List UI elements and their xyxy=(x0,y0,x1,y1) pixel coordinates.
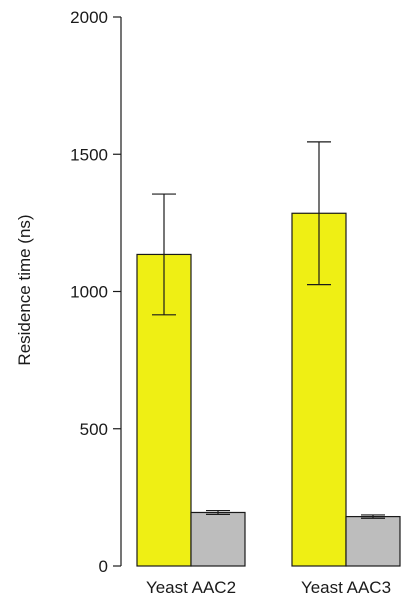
y-tick-label: 1000 xyxy=(70,283,108,302)
category-label: Yeast AAC2 xyxy=(146,578,236,597)
bar xyxy=(345,515,401,567)
bar xyxy=(190,511,246,567)
y-tick-label: 0 xyxy=(99,557,108,576)
bar-groups xyxy=(136,141,401,567)
y-axis-ticks: 0 500 1000 1500 2000 xyxy=(70,8,121,576)
category-label: Yeast AAC3 xyxy=(301,578,391,597)
y-axis-title: Residence time (ns) xyxy=(15,214,34,365)
category-labels: Yeast AAC2 Yeast AAC3 xyxy=(146,578,391,597)
y-tick-label: 1500 xyxy=(70,145,108,164)
y-tick-label: 2000 xyxy=(70,8,108,27)
y-tick-label: 500 xyxy=(80,420,108,439)
